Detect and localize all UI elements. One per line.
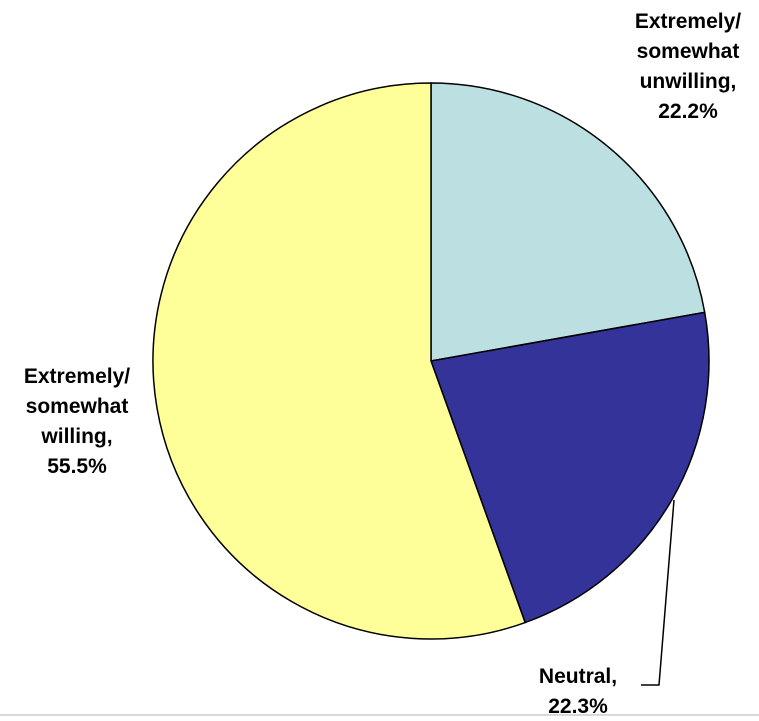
- pie-slice-3: [152, 82, 527, 640]
- pie-slice-1: [430, 82, 706, 362]
- labels-layer: Extremely/somewhat unwilling, 22.2% Neutral…: [24, 10, 741, 718]
- bottom-divider: [0, 714, 759, 716]
- leader-lines-layer: [641, 499, 675, 686]
- slice-label-line: Extremely/: [24, 365, 130, 388]
- slice-label-3: Extremely/somewhat willing, 55.5%: [24, 365, 130, 478]
- slice-label-line: 22.2%: [658, 100, 718, 123]
- slice-label-line: somewhat: [637, 40, 740, 63]
- slice-label-line: 22.3%: [548, 695, 608, 716]
- slice-label-1: Extremely/somewhat unwilling, 22.2%: [635, 10, 741, 123]
- pie-slice-2: [429, 311, 710, 624]
- slice-label-line: unwilling,: [640, 70, 737, 93]
- slice-label-line: willing,: [40, 425, 112, 448]
- slice-label-line: somewhat: [26, 395, 129, 418]
- slice-label-line: 55.5%: [47, 455, 107, 478]
- slices-layer: [152, 82, 710, 640]
- slice-label-line: Neutral,: [539, 665, 617, 688]
- neutral-leader-line: [641, 499, 675, 686]
- slice-label-line: Extremely/: [635, 10, 741, 33]
- slice-label-2: Neutral, 22.3%: [539, 665, 617, 716]
